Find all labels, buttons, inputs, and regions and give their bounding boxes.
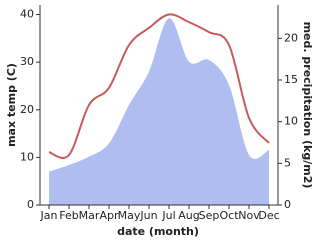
precip-area: [49, 18, 269, 205]
x-tick-label: Sep: [199, 209, 220, 222]
y2-axis-label: med. precipitation (kg/m2): [301, 22, 314, 189]
y-tick-label: 20: [20, 103, 34, 116]
x-tick-label: Aug: [178, 209, 199, 222]
x-tick-label: May: [118, 209, 141, 222]
y-tick-label: 10: [20, 150, 34, 163]
y-tick-label: 30: [20, 55, 34, 68]
x-tick-label: Feb: [59, 209, 78, 222]
y-tick-label: 40: [20, 8, 34, 21]
y-tick-label: 0: [27, 198, 34, 211]
y2-tick-label: 0: [284, 198, 291, 211]
y-axis-label: max temp (C): [5, 63, 18, 147]
temp-line: [48, 13, 270, 159]
x-tick-label: Apr: [99, 209, 119, 222]
x-axis-label: date (month): [117, 225, 199, 238]
chart: date (month) max temp (C) med. precipita…: [5, 5, 314, 238]
x-tick-label: Jun: [139, 209, 157, 222]
x-tick-label: Oct: [219, 209, 239, 222]
y2-tick-label: 5: [284, 156, 291, 169]
x-tick-label: Jan: [40, 209, 58, 222]
y2-tick-label: 10: [284, 115, 298, 128]
y2-tick-label: 15: [284, 73, 298, 86]
x-tick-label: Dec: [258, 209, 279, 222]
y2-tick-label: 20: [284, 31, 298, 44]
x-tick-label: Mar: [79, 209, 100, 222]
x-tick-label: Jul: [161, 209, 175, 222]
x-tick-label: Nov: [238, 209, 260, 222]
